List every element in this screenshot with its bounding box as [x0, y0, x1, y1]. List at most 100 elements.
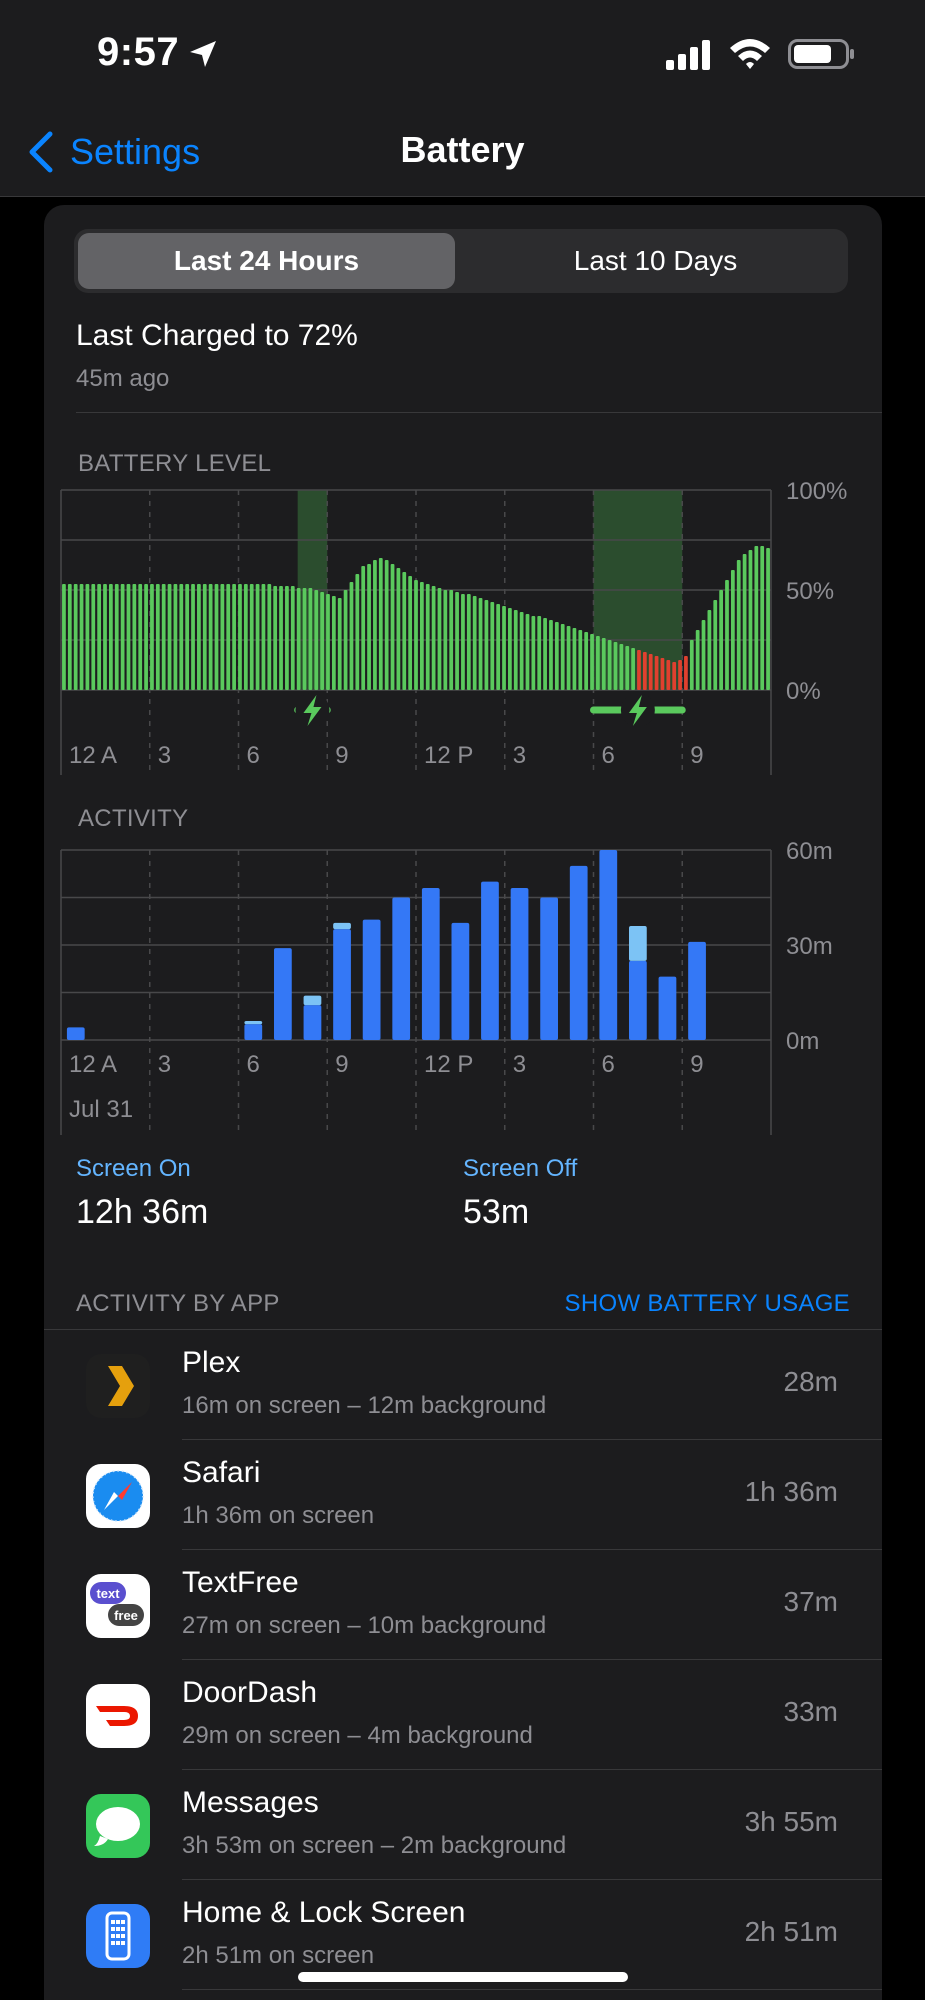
battery-bar: [314, 590, 319, 690]
app-time: 33m: [783, 1696, 838, 1727]
divider: [44, 1329, 882, 1330]
battery-bar: [478, 598, 483, 690]
activity-bar-screen-on: [658, 976, 677, 1040]
battery-bar: [730, 570, 735, 690]
battery-bar: [214, 584, 219, 690]
battery-bar: [185, 584, 190, 690]
battery-bar: [678, 660, 682, 690]
safari-icon: [86, 1464, 150, 1528]
activity-bar-screen-on: [421, 888, 440, 1040]
segment-last-10-days[interactable]: Last 10 Days: [573, 245, 738, 276]
row-separator: [182, 1879, 882, 1880]
activity-bar-screen-on: [629, 960, 647, 1040]
battery-bar: [666, 660, 671, 690]
battery-bar: [279, 586, 283, 690]
app-name: TextFree: [182, 1566, 299, 1599]
screen-on-value: 12h 36m: [76, 1193, 209, 1231]
battery-bar: [108, 584, 113, 690]
battery-bar: [79, 584, 84, 690]
battery-bar: [425, 584, 430, 690]
y-tick-label: 30m: [786, 933, 833, 960]
battery-bar: [179, 584, 184, 690]
activity-chart: 60m 30m 0m 12 A 3 6 9 12 P 3 6 9 Jul 31: [60, 838, 833, 1135]
row-separator: [182, 1549, 882, 1550]
app-row-textfree[interactable]: text free TextFree 27m on screen – 10m b…: [44, 1550, 882, 1660]
row-separator: [182, 1659, 882, 1660]
row-separator: [182, 1769, 882, 1770]
activity-bar-screen-on: [481, 881, 499, 1040]
y-tick-label: 50%: [786, 578, 834, 605]
battery-bar: [414, 580, 418, 690]
app-detail: 3h 53m on screen – 2m background: [182, 1832, 567, 1859]
battery-bar: [578, 630, 583, 690]
battery-bar: [97, 584, 102, 690]
x-tick-label: 6: [602, 742, 615, 769]
battery-bar: [85, 584, 90, 690]
app-row-doordash[interactable]: DoorDash 29m on screen – 4m background 3…: [44, 1660, 882, 1770]
battery-bar: [114, 584, 119, 690]
battery-bar: [197, 584, 201, 690]
battery-bar: [308, 588, 313, 690]
battery-bar: [138, 584, 143, 690]
battery-bar: [373, 560, 377, 690]
battery-bar: [508, 608, 512, 690]
navigation-bar: Settings Battery: [0, 115, 925, 197]
battery-bar: [103, 584, 107, 690]
app-row-home-lock-screen[interactable]: Home & Lock Screen 2h 51m on screen 2h 5…: [44, 1880, 882, 1990]
battery-bar: [672, 662, 677, 690]
app-row-messages[interactable]: Messages 3h 53m on screen – 2m backgroun…: [44, 1770, 882, 1880]
activity-bar-screen-on: [362, 919, 381, 1040]
activity-bar-screen-on: [392, 897, 411, 1040]
battery-bar: [331, 596, 336, 690]
battery-bar: [601, 638, 606, 690]
battery-bar: [62, 584, 66, 690]
battery-bar: [285, 586, 289, 690]
back-button[interactable]: Settings: [26, 125, 200, 179]
battery-bar: [202, 584, 207, 690]
x-tick-label: 12 A: [69, 1051, 117, 1078]
x-tick-label: 12 P: [424, 742, 473, 769]
battery-bar: [161, 584, 166, 690]
battery-bar: [531, 616, 536, 690]
battery-card: Last 24 Hours Last 10 Days Last Charged …: [44, 205, 882, 2000]
app-time: 28m: [783, 1366, 838, 1397]
x-tick-label: 12 A: [69, 742, 117, 769]
screen-off-label: Screen Off: [463, 1155, 578, 1182]
battery-bar: [607, 640, 612, 690]
x-tick-label: 3: [513, 1051, 526, 1078]
status-time: 9:57: [97, 30, 180, 74]
app-row-plex[interactable]: Plex 16m on screen – 12m background 28m: [44, 1330, 882, 1440]
x-tick-label: 9: [690, 742, 703, 769]
battery-bar: [736, 560, 741, 690]
activity-bar-screen-off: [333, 922, 351, 930]
battery-bar: [560, 624, 565, 690]
activity-bar-screen-on: [66, 1027, 85, 1040]
activity-label: ACTIVITY: [78, 805, 189, 832]
battery-bar: [132, 584, 137, 690]
battery-bar: [290, 586, 295, 690]
app-row-safari[interactable]: Safari 1h 36m on screen 1h 36m: [44, 1440, 882, 1550]
battery-bar: [191, 584, 195, 690]
textfree-icon-text: text: [96, 1586, 120, 1601]
battery-bar: [208, 584, 213, 690]
x-tick-label: 6: [247, 1051, 260, 1078]
segment-last-24-hours[interactable]: Last 24 Hours: [78, 233, 455, 289]
battery-bar: [296, 588, 301, 690]
textfree-icon-text: free: [114, 1608, 138, 1623]
date-label: Jul 31: [69, 1096, 133, 1123]
battery-bar: [167, 584, 172, 690]
battery-bar: [238, 584, 242, 690]
back-button-label: Settings: [70, 131, 201, 172]
battery-bar: [337, 598, 342, 690]
plex-icon: [86, 1354, 150, 1418]
battery-bar: [408, 576, 413, 690]
row-separator: [182, 1989, 882, 1990]
battery-level-label: BATTERY LEVEL: [78, 450, 272, 477]
battery-bar: [596, 636, 600, 690]
battery-bar: [566, 626, 571, 690]
battery-bar: [302, 588, 307, 690]
show-battery-usage-button[interactable]: SHOW BATTERY USAGE: [564, 1290, 850, 1317]
activity-bar-screen-on: [244, 1024, 263, 1040]
battery-bar: [496, 604, 501, 690]
battery-bar: [73, 584, 78, 690]
